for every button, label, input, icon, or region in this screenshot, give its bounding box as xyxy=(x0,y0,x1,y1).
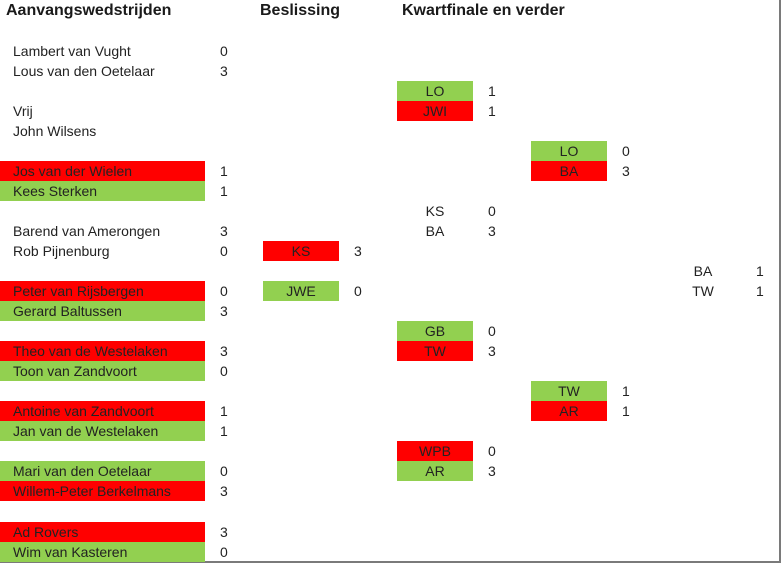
first-round-player-name[interactable]: Antoine van Zandvoort xyxy=(0,401,205,421)
first-round-player-score[interactable]: 3 xyxy=(220,483,228,499)
header-kwartfinale: Kwartfinale en verder xyxy=(402,2,565,19)
decision-player-code[interactable]: JWE xyxy=(263,281,339,301)
first-round-player-score[interactable]: 0 xyxy=(220,363,228,379)
first-round-player-name[interactable]: Rob Pijnenburg xyxy=(13,243,110,259)
final-player-code[interactable]: TW xyxy=(692,283,714,299)
decision-player-score[interactable]: 3 xyxy=(354,243,362,259)
first-round-player-name[interactable]: Toon van Zandvoort xyxy=(0,361,205,381)
semifinal-player-code[interactable]: AR xyxy=(531,401,607,421)
quarterfinal-player-code[interactable]: GB xyxy=(397,321,473,341)
semifinal-player-score[interactable]: 1 xyxy=(622,383,630,399)
semifinal-player-score[interactable]: 1 xyxy=(622,403,630,419)
first-round-player-name[interactable]: Wim van Kasteren xyxy=(0,542,205,562)
quarterfinal-player-code[interactable]: JWI xyxy=(397,101,473,121)
first-round-player-score[interactable]: 0 xyxy=(220,243,228,259)
quarterfinal-player-score[interactable]: 0 xyxy=(488,323,496,339)
first-round-player-name[interactable]: Jan van de Westelaken xyxy=(0,421,205,441)
final-player-score[interactable]: 1 xyxy=(756,263,764,279)
semifinal-player-score[interactable]: 0 xyxy=(622,143,630,159)
first-round-player-score[interactable]: 1 xyxy=(220,403,228,419)
first-round-player-score[interactable]: 1 xyxy=(220,163,228,179)
first-round-player-score[interactable]: 1 xyxy=(220,423,228,439)
first-round-player-name[interactable]: Ad Rovers xyxy=(0,522,205,542)
first-round-player-name[interactable]: Theo van de Westelaken xyxy=(0,341,205,361)
first-round-player-score[interactable]: 0 xyxy=(220,463,228,479)
decision-player-code[interactable]: KS xyxy=(263,241,339,261)
header-aanvangswedstrijden: Aanvangswedstrijden xyxy=(6,2,172,19)
quarterfinal-player-code[interactable]: BA xyxy=(425,223,445,239)
first-round-player-score[interactable]: 3 xyxy=(220,303,228,319)
first-round-player-name[interactable]: Vrij xyxy=(13,103,33,119)
first-round-player-name[interactable]: John Wilsens xyxy=(13,123,97,139)
first-round-player-score[interactable] xyxy=(220,121,240,141)
header-beslissing: Beslissing xyxy=(260,2,341,19)
quarterfinal-player-score[interactable]: 3 xyxy=(488,343,496,359)
first-round-player-name[interactable]: Lambert van Vught xyxy=(13,43,131,59)
quarterfinal-player-score[interactable]: 1 xyxy=(488,83,496,99)
semifinal-player-code[interactable]: BA xyxy=(531,161,607,181)
first-round-player-score[interactable] xyxy=(220,101,240,121)
first-round-player-score[interactable]: 3 xyxy=(220,223,228,239)
first-round-player-name[interactable]: Lous van den Oetelaar xyxy=(13,63,155,79)
quarterfinal-player-score[interactable]: 3 xyxy=(488,463,496,479)
first-round-player-name[interactable]: Mari van den Oetelaar xyxy=(0,461,205,481)
first-round-player-score[interactable]: 3 xyxy=(220,343,228,359)
quarterfinal-player-score[interactable]: 1 xyxy=(488,103,496,119)
first-round-player-name[interactable]: Gerard Baltussen xyxy=(0,301,205,321)
semifinal-player-score[interactable]: 3 xyxy=(622,163,630,179)
first-round-player-score[interactable]: 0 xyxy=(220,283,228,299)
first-round-player-score[interactable]: 3 xyxy=(220,524,228,540)
first-round-player-name[interactable]: Barend van Amerongen xyxy=(13,223,161,239)
decision-player-score[interactable]: 0 xyxy=(354,283,362,299)
first-round-player-name[interactable]: Willem-Peter Berkelmans xyxy=(0,481,205,501)
first-round-player-score[interactable]: 0 xyxy=(220,544,228,560)
first-round-player-score[interactable]: 3 xyxy=(220,63,228,79)
quarterfinal-player-score[interactable]: 3 xyxy=(488,223,496,239)
quarterfinal-player-score[interactable]: 0 xyxy=(488,203,496,219)
quarterfinal-player-score[interactable]: 0 xyxy=(488,443,496,459)
quarterfinal-player-code[interactable]: KS xyxy=(425,203,445,219)
semifinal-player-code[interactable]: LO xyxy=(531,141,607,161)
quarterfinal-player-code[interactable]: TW xyxy=(397,341,473,361)
semifinal-player-code[interactable]: TW xyxy=(531,381,607,401)
final-player-code[interactable]: BA xyxy=(693,263,713,279)
quarterfinal-player-code[interactable]: WPB xyxy=(397,441,473,461)
first-round-player-score[interactable]: 1 xyxy=(220,183,228,199)
first-round-player-name[interactable]: Kees Sterken xyxy=(0,181,205,201)
quarterfinal-player-code[interactable]: LO xyxy=(397,81,473,101)
final-player-score[interactable]: 1 xyxy=(756,283,764,299)
first-round-player-name[interactable]: Jos van der Wielen xyxy=(0,161,205,181)
quarterfinal-player-code[interactable]: AR xyxy=(397,461,473,481)
first-round-player-score[interactable]: 0 xyxy=(220,43,228,59)
first-round-player-name[interactable]: Peter van Rijsbergen xyxy=(0,281,205,301)
